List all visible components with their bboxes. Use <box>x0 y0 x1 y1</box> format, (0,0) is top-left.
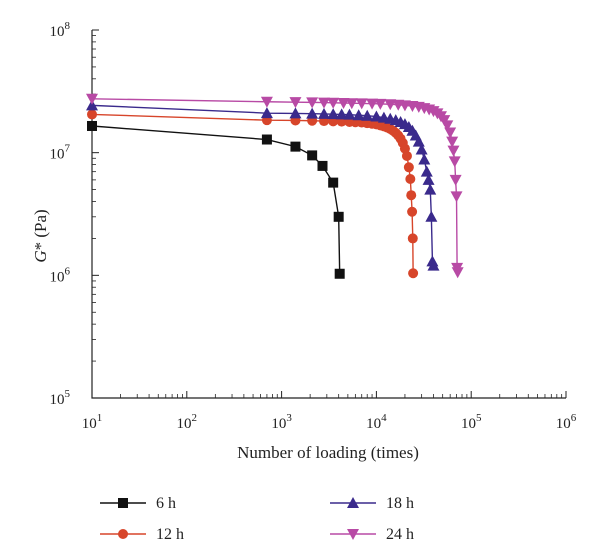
legend-label: 6 h <box>156 495 176 512</box>
data-point <box>87 120 97 131</box>
legend-item: 6 h <box>100 495 176 512</box>
data-point <box>333 211 344 222</box>
y-axis-title: G* (Pa) <box>31 209 50 262</box>
data-point <box>418 153 431 165</box>
data-point <box>337 98 350 110</box>
data-point <box>370 110 383 122</box>
data-point <box>425 210 438 222</box>
data-point <box>415 143 428 155</box>
data-point <box>260 107 273 119</box>
data-point <box>334 268 345 279</box>
legend-marker <box>347 497 359 508</box>
data-point <box>327 97 340 109</box>
data-point <box>407 206 418 217</box>
data-point <box>427 259 440 271</box>
series-line <box>91 125 341 274</box>
data-point <box>451 267 464 279</box>
series-0 <box>87 120 345 279</box>
axis-lines <box>91 30 566 399</box>
legend-label: 12 h <box>156 526 184 543</box>
data-point <box>328 177 339 188</box>
data-point <box>441 120 454 132</box>
data-point <box>86 93 98 105</box>
data-point <box>406 190 417 201</box>
data-point <box>317 107 330 119</box>
data-point <box>289 97 302 109</box>
data-point <box>343 108 356 120</box>
data-point <box>374 98 387 110</box>
data-point <box>422 173 435 185</box>
data-point <box>307 150 318 161</box>
legend: 6 h 12 h 18 h 24 h <box>100 495 414 543</box>
data-point <box>384 99 397 111</box>
axes: 101 102 103 104 105 106 105 106 107 108 <box>50 20 577 432</box>
series-2 <box>86 99 440 271</box>
legend-item: 18 h <box>330 495 414 512</box>
data-point <box>449 174 462 186</box>
data-point <box>345 98 358 110</box>
x-axis-title: Number of loading (times) <box>237 443 419 462</box>
legend-marker <box>347 529 359 540</box>
data-point <box>447 145 460 157</box>
legend-label: 24 h <box>386 526 414 543</box>
y-tick-label: 108 <box>50 20 71 40</box>
series-1 <box>87 109 419 279</box>
data-point <box>289 107 302 119</box>
data-point <box>352 109 365 121</box>
data-point <box>407 233 418 244</box>
data-point <box>306 107 319 119</box>
y-tick-label: 106 <box>50 265 71 285</box>
data-point <box>290 141 301 152</box>
x-tick-label: 105 <box>461 412 482 432</box>
data-point <box>448 156 461 168</box>
legend-item: 12 h <box>100 526 184 543</box>
data-point <box>408 268 419 279</box>
data-point <box>405 173 416 184</box>
legend-marker <box>118 529 128 539</box>
legend-item: 24 h <box>330 526 414 543</box>
data-point <box>403 162 414 173</box>
data-point <box>306 97 319 109</box>
data-point <box>87 109 97 120</box>
data-point <box>317 97 330 109</box>
data-point <box>261 134 272 145</box>
data-point <box>420 165 433 177</box>
x-tick-label: 101 <box>82 412 103 432</box>
data-point <box>327 108 340 120</box>
x-tick-label: 106 <box>556 412 577 432</box>
data-point <box>86 99 98 111</box>
data-point <box>424 183 437 195</box>
data-point <box>401 150 412 161</box>
data-point <box>446 136 459 148</box>
data-point <box>355 98 368 110</box>
data-point <box>450 191 463 203</box>
legend-marker <box>118 498 128 508</box>
y-tick-label: 105 <box>50 388 71 408</box>
series-layer <box>86 93 464 279</box>
legend-label: 18 h <box>386 495 414 512</box>
data-point <box>366 98 379 110</box>
x-tick-label: 103 <box>271 412 292 432</box>
data-point <box>335 108 348 120</box>
x-tick-label: 104 <box>366 412 387 432</box>
data-point <box>444 127 457 139</box>
y-tick-label: 107 <box>50 143 71 163</box>
data-point <box>317 160 328 171</box>
data-point <box>260 96 273 108</box>
data-point <box>361 109 374 121</box>
series-3 <box>86 93 464 279</box>
x-tick-label: 102 <box>177 412 198 432</box>
